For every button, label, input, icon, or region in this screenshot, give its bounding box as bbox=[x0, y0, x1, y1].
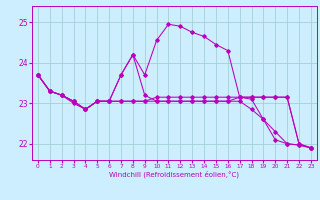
X-axis label: Windchill (Refroidissement éolien,°C): Windchill (Refroidissement éolien,°C) bbox=[109, 171, 239, 178]
